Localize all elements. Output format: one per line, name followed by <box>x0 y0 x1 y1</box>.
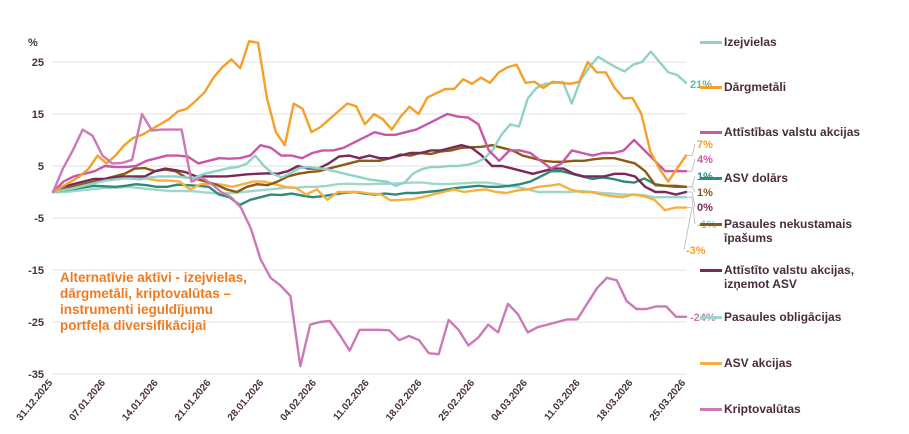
legend-swatch <box>700 177 722 180</box>
x-tick-label: 25.02.2026 <box>437 378 478 424</box>
annotation-line: portfeļa diversifikācijai <box>60 318 207 333</box>
annotation-line: instrumenti ieguldījumu <box>60 302 214 317</box>
legend-label: Attīstības valstu akcijas <box>724 125 861 139</box>
legend-item-dargmetali: Dārgmetāli <box>700 80 786 94</box>
y-tick-label: -35 <box>28 369 44 381</box>
legend-swatch <box>700 362 722 365</box>
legend-item-attistibas-valstu-akcijas: Attīstības valstu akcijas <box>700 125 860 139</box>
series-line-kriptoval-tas <box>51 112 688 368</box>
legend-label: Attīstīto valstu akcijas, izņemot ASV <box>724 263 855 291</box>
series-line-d-rgmet-li <box>51 40 688 194</box>
legend-label: Dārgmetāli <box>724 80 787 94</box>
legend-swatch <box>700 269 722 272</box>
leader-line <box>687 191 696 208</box>
series-line-att-st-bas-valstu-akcijas <box>51 112 688 194</box>
series-line-asv-akcijas <box>51 175 688 212</box>
series-lines <box>51 40 688 368</box>
legend-item-pasaules-obligacijas: Pasaules obligācijas <box>700 310 841 324</box>
y-tick-label: -5 <box>34 213 44 225</box>
x-tick-label: 11.03.2026 <box>543 378 584 423</box>
end-label: 1% <box>697 187 713 199</box>
y-tick-label: 15 <box>32 109 44 121</box>
legend-item-attistito-valstu-akcijas: Attīstīto valstu akcijas, izņemot ASV <box>700 263 890 291</box>
series-line-att-st-to-valstu-akcijas-iz-emot-asv <box>51 143 688 196</box>
y-tick-label: 5 <box>38 161 44 173</box>
x-tick-label: 25.03.2026 <box>648 378 689 424</box>
x-tick-label: 14.01.2026 <box>120 378 161 424</box>
x-tick-label: 18.03.2026 <box>595 378 636 424</box>
legend-item-izejvielas: Izejvielas <box>700 35 777 49</box>
annotation-line: Alternatīvie aktīvi - izejvielas, <box>60 270 247 285</box>
gridlines <box>53 61 686 375</box>
end-label: -3% <box>686 245 706 257</box>
x-tick-label: 28.01.2026 <box>226 378 267 424</box>
legend-label: Izejvielas <box>724 35 777 49</box>
leader-line <box>687 143 696 157</box>
x-tick-label: 18.02.2026 <box>384 378 425 424</box>
x-axis-ticks: 31.12.2025 07.01.2026 14.01.2026 21.01.2026… <box>15 378 689 424</box>
leader-line <box>683 207 693 251</box>
end-labels: 21%7%4%1%1%0%-1%-3%-24% <box>686 79 717 324</box>
legend-label: Pasaules nekustamais īpašums <box>724 217 853 245</box>
legend-item-kriptovalutas: Kriptovalūtas <box>700 402 801 416</box>
leader-line <box>687 196 696 225</box>
leader-line <box>687 175 696 188</box>
legend-swatch <box>700 223 722 226</box>
y-axis-ticks: 25 15 5 -5 -15 -25 -35 <box>28 57 44 381</box>
end-label: 7% <box>697 139 713 151</box>
legend-label: ASV akcijas <box>724 356 793 370</box>
annotation-line: dārgmetāli, kriptovalūtas – <box>60 286 232 301</box>
legend-item-pasaules-nekustamais-ipasums: Pasaules nekustamais īpašums <box>700 217 890 245</box>
x-tick-label: 04.02.2026 <box>278 378 319 424</box>
x-tick-label: 11.02.2026 <box>332 378 373 423</box>
x-tick-label: 21.01.2026 <box>173 378 214 424</box>
legend-swatch <box>700 41 722 44</box>
y-axis-unit-label: % <box>28 37 38 49</box>
y-tick-label: -25 <box>28 317 44 329</box>
y-tick-label: -15 <box>28 265 44 277</box>
x-tick-label: 07.01.2026 <box>67 378 108 424</box>
legend-swatch <box>700 86 722 89</box>
leader-line <box>687 186 696 193</box>
legend-swatch <box>700 131 722 134</box>
end-label: 0% <box>697 202 713 214</box>
legend-item-asv-dolars: ASV dolārs <box>700 171 788 185</box>
end-label: 4% <box>697 154 713 166</box>
x-tick-label: 04.03.2026 <box>489 378 530 424</box>
legend-swatch <box>700 408 722 411</box>
legend-item-asv-akcijas: ASV akcijas <box>700 356 792 370</box>
legend-label: ASV dolārs <box>724 171 789 185</box>
legend-swatch <box>700 316 722 319</box>
legend-label: Pasaules obligācijas <box>724 310 842 324</box>
y-tick-label: 25 <box>32 57 44 69</box>
legend-label: Kriptovalūtas <box>724 402 801 416</box>
leader-line <box>687 158 696 172</box>
end-label-leaders <box>683 143 696 251</box>
chart-annotation: Alternatīvie aktīvi - izejvielas, dārgme… <box>60 270 280 334</box>
x-tick-label: 31.12.2025 <box>15 378 56 424</box>
